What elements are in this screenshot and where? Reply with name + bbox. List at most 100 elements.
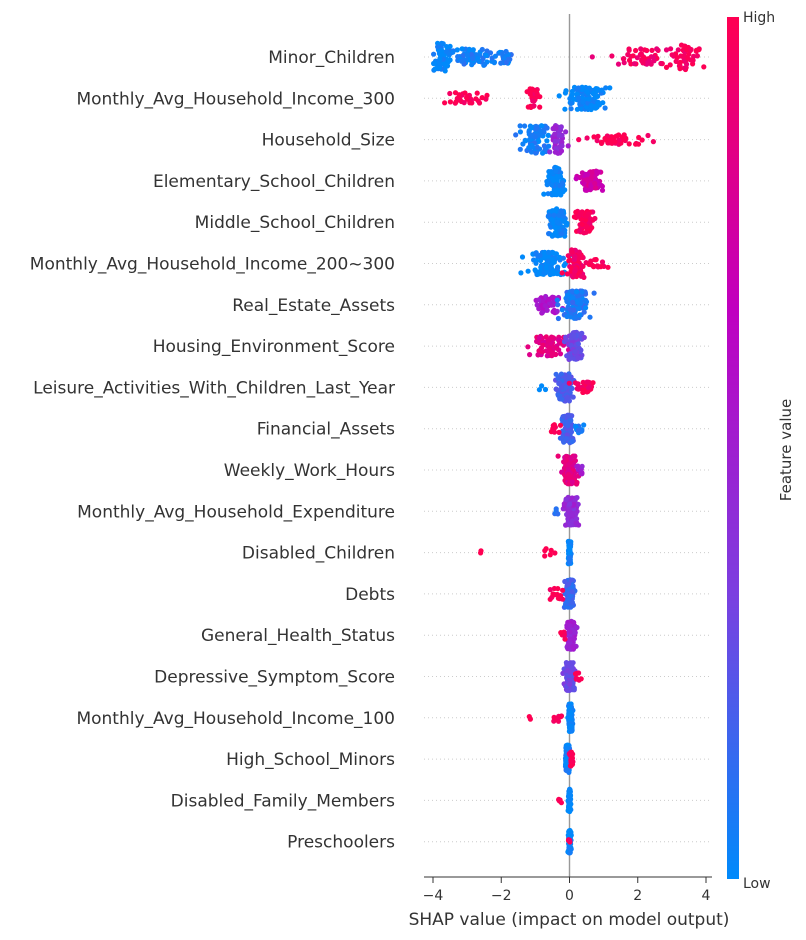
data-point: [544, 178, 550, 185]
data-point: [525, 104, 531, 110]
data-point: [536, 297, 542, 303]
data-point: [577, 312, 583, 318]
data-point: [484, 92, 490, 98]
data-point: [567, 681, 573, 687]
data-point: [588, 102, 594, 109]
data-point: [553, 386, 559, 392]
data-point: [545, 258, 551, 264]
data-point: [678, 42, 685, 48]
data-point: [550, 309, 556, 315]
data-point: [551, 426, 557, 432]
data-point: [453, 99, 459, 105]
data-point: [436, 65, 443, 71]
data-point: [663, 47, 670, 53]
data-point: [536, 387, 543, 393]
data-point: [558, 231, 565, 237]
data-point: [568, 677, 574, 683]
data-point: [575, 501, 581, 507]
data-point: [541, 143, 548, 149]
data-point: [688, 46, 694, 53]
data-point: [522, 123, 528, 129]
data-point: [574, 624, 580, 631]
data-point: [563, 129, 569, 135]
data-point: [633, 47, 639, 54]
data-point: [552, 138, 558, 144]
data-point: [538, 345, 545, 351]
data-point: [576, 249, 582, 255]
colorbar-title: Feature value: [777, 399, 795, 501]
data-point: [546, 296, 552, 302]
data-point: [668, 46, 674, 52]
data-point: [519, 254, 526, 260]
data-point: [517, 146, 523, 152]
data-point: [567, 522, 573, 528]
data-point: [658, 60, 664, 67]
data-point: [557, 380, 563, 386]
data-point: [625, 52, 631, 58]
data-point: [616, 137, 622, 143]
feature-label: Preschoolers: [287, 833, 395, 853]
data-point: [562, 578, 568, 585]
data-point: [542, 386, 549, 393]
data-point: [607, 85, 613, 91]
data-point: [542, 303, 548, 309]
data-point: [599, 187, 606, 193]
data-point: [569, 249, 575, 255]
data-point: [447, 90, 453, 97]
data-point: [437, 56, 443, 62]
data-point: [675, 47, 681, 53]
data-point: [548, 547, 554, 554]
data-point: [534, 91, 540, 97]
data-point: [575, 95, 582, 101]
data-point: [583, 213, 590, 219]
data-point: [634, 55, 640, 61]
data-point: [669, 52, 675, 58]
data-point: [574, 481, 580, 487]
data-point: [573, 520, 579, 526]
data-point: [474, 90, 480, 96]
data-point: [505, 56, 512, 63]
data-point: [574, 386, 580, 392]
data-point: [569, 589, 575, 595]
data-point: [568, 577, 574, 583]
feature-label: Financial_Assets: [257, 420, 395, 440]
data-point: [645, 132, 651, 139]
data-point: [582, 187, 589, 193]
data-point: [442, 100, 448, 106]
data-point: [595, 133, 601, 139]
data-point: [563, 522, 569, 528]
data-point: [554, 219, 560, 225]
data-point: [574, 289, 580, 295]
data-point: [568, 417, 574, 424]
data-point: [554, 265, 561, 271]
data-point: [646, 58, 652, 64]
data-point: [673, 58, 679, 64]
data-point: [498, 60, 504, 66]
data-point: [568, 342, 574, 348]
data-points: [431, 40, 707, 856]
data-point: [599, 183, 606, 189]
data-point: [579, 463, 585, 469]
data-point: [566, 544, 572, 550]
data-point: [571, 333, 577, 339]
data-point: [548, 302, 555, 308]
data-point: [569, 518, 576, 524]
data-point: [559, 384, 565, 390]
data-point: [566, 412, 572, 418]
colorbar-gradient: [727, 17, 739, 879]
data-point: [452, 90, 459, 96]
feature-label: High_School_Minors: [226, 750, 395, 770]
data-point: [584, 135, 590, 141]
feature-label: Weekly_Work_Hours: [224, 461, 395, 481]
data-point: [569, 385, 575, 392]
data-point: [527, 352, 533, 358]
data-point: [547, 264, 553, 271]
data-point: [567, 623, 573, 629]
data-point: [544, 307, 550, 313]
data-point: [568, 593, 574, 599]
data-point: [565, 253, 571, 259]
data-point: [575, 427, 581, 433]
data-point: [468, 51, 475, 58]
feature-label: Disabled_Children: [242, 544, 395, 564]
data-point: [585, 171, 591, 177]
